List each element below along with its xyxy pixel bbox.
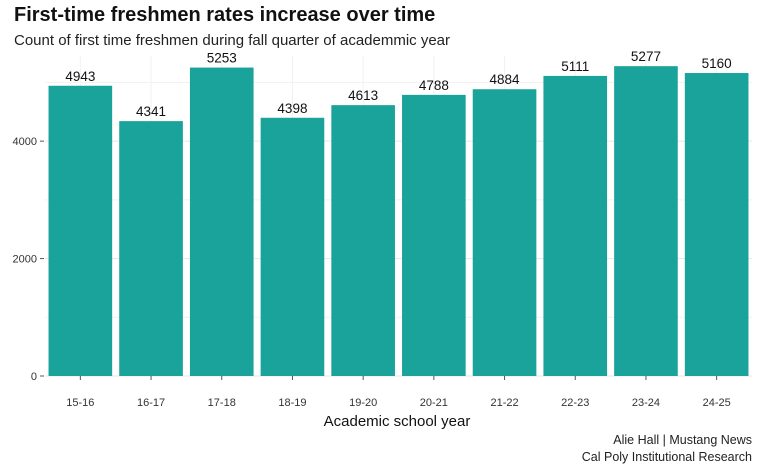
y-tick-label: 0	[31, 371, 37, 383]
x-tick-label: 20-21	[420, 397, 448, 409]
value-label: 4943	[65, 69, 95, 84]
x-tick-label: 16-17	[137, 397, 165, 409]
bar-15-16	[48, 85, 113, 377]
x-tick-label: 15-16	[66, 397, 94, 409]
x-tick-label: 17-18	[208, 397, 236, 409]
bar-24-25	[684, 73, 749, 376]
y-tick-label: 4000	[13, 136, 37, 148]
bars-group: 4943 4341 5253 4398 4613 4788 4884 5111 5277 5160	[48, 49, 749, 377]
credit-author: Alie Hall | Mustang News	[613, 433, 752, 447]
value-label: 5277	[631, 49, 661, 64]
x-tick-label: 19-20	[349, 397, 377, 409]
value-label: 4788	[419, 78, 449, 93]
value-label: 4341	[136, 104, 166, 119]
bar-18-19	[260, 117, 325, 377]
x-tick-label: 22-23	[561, 397, 589, 409]
value-label: 4613	[348, 88, 378, 103]
bar-22-23	[543, 75, 608, 376]
x-tick-label: 23-24	[632, 397, 660, 409]
bar-16-17	[119, 121, 183, 376]
x-axis-title: Academic school year	[324, 413, 471, 430]
x-tick-label: 21-22	[490, 397, 518, 409]
value-label: 5160	[702, 56, 732, 71]
x-tick-label: 24-25	[703, 397, 731, 409]
x-axis: 15-16 16-17 17-18 18-19 19-20 20-21 21-22 22-23…	[66, 376, 731, 409]
bar-23-24	[614, 66, 678, 376]
value-label: 5111	[561, 59, 589, 74]
credit-source: Cal Poly Institutional Research	[581, 450, 752, 464]
value-label: 4398	[277, 101, 307, 116]
y-axis: 0 2000 4000	[13, 136, 44, 383]
bar-21-22	[472, 89, 537, 376]
x-tick-label: 18-19	[278, 397, 306, 409]
chart-title: First-time freshmen rates increase over …	[14, 4, 436, 26]
value-label: 5253	[207, 51, 237, 66]
bar-20-21	[402, 94, 466, 377]
chart-subtitle: Count of first time freshmen during fall…	[14, 32, 451, 49]
bar-19-20	[331, 105, 395, 376]
y-tick-label: 2000	[13, 254, 37, 266]
value-label: 4884	[490, 72, 521, 87]
bar-17-18	[189, 67, 254, 377]
